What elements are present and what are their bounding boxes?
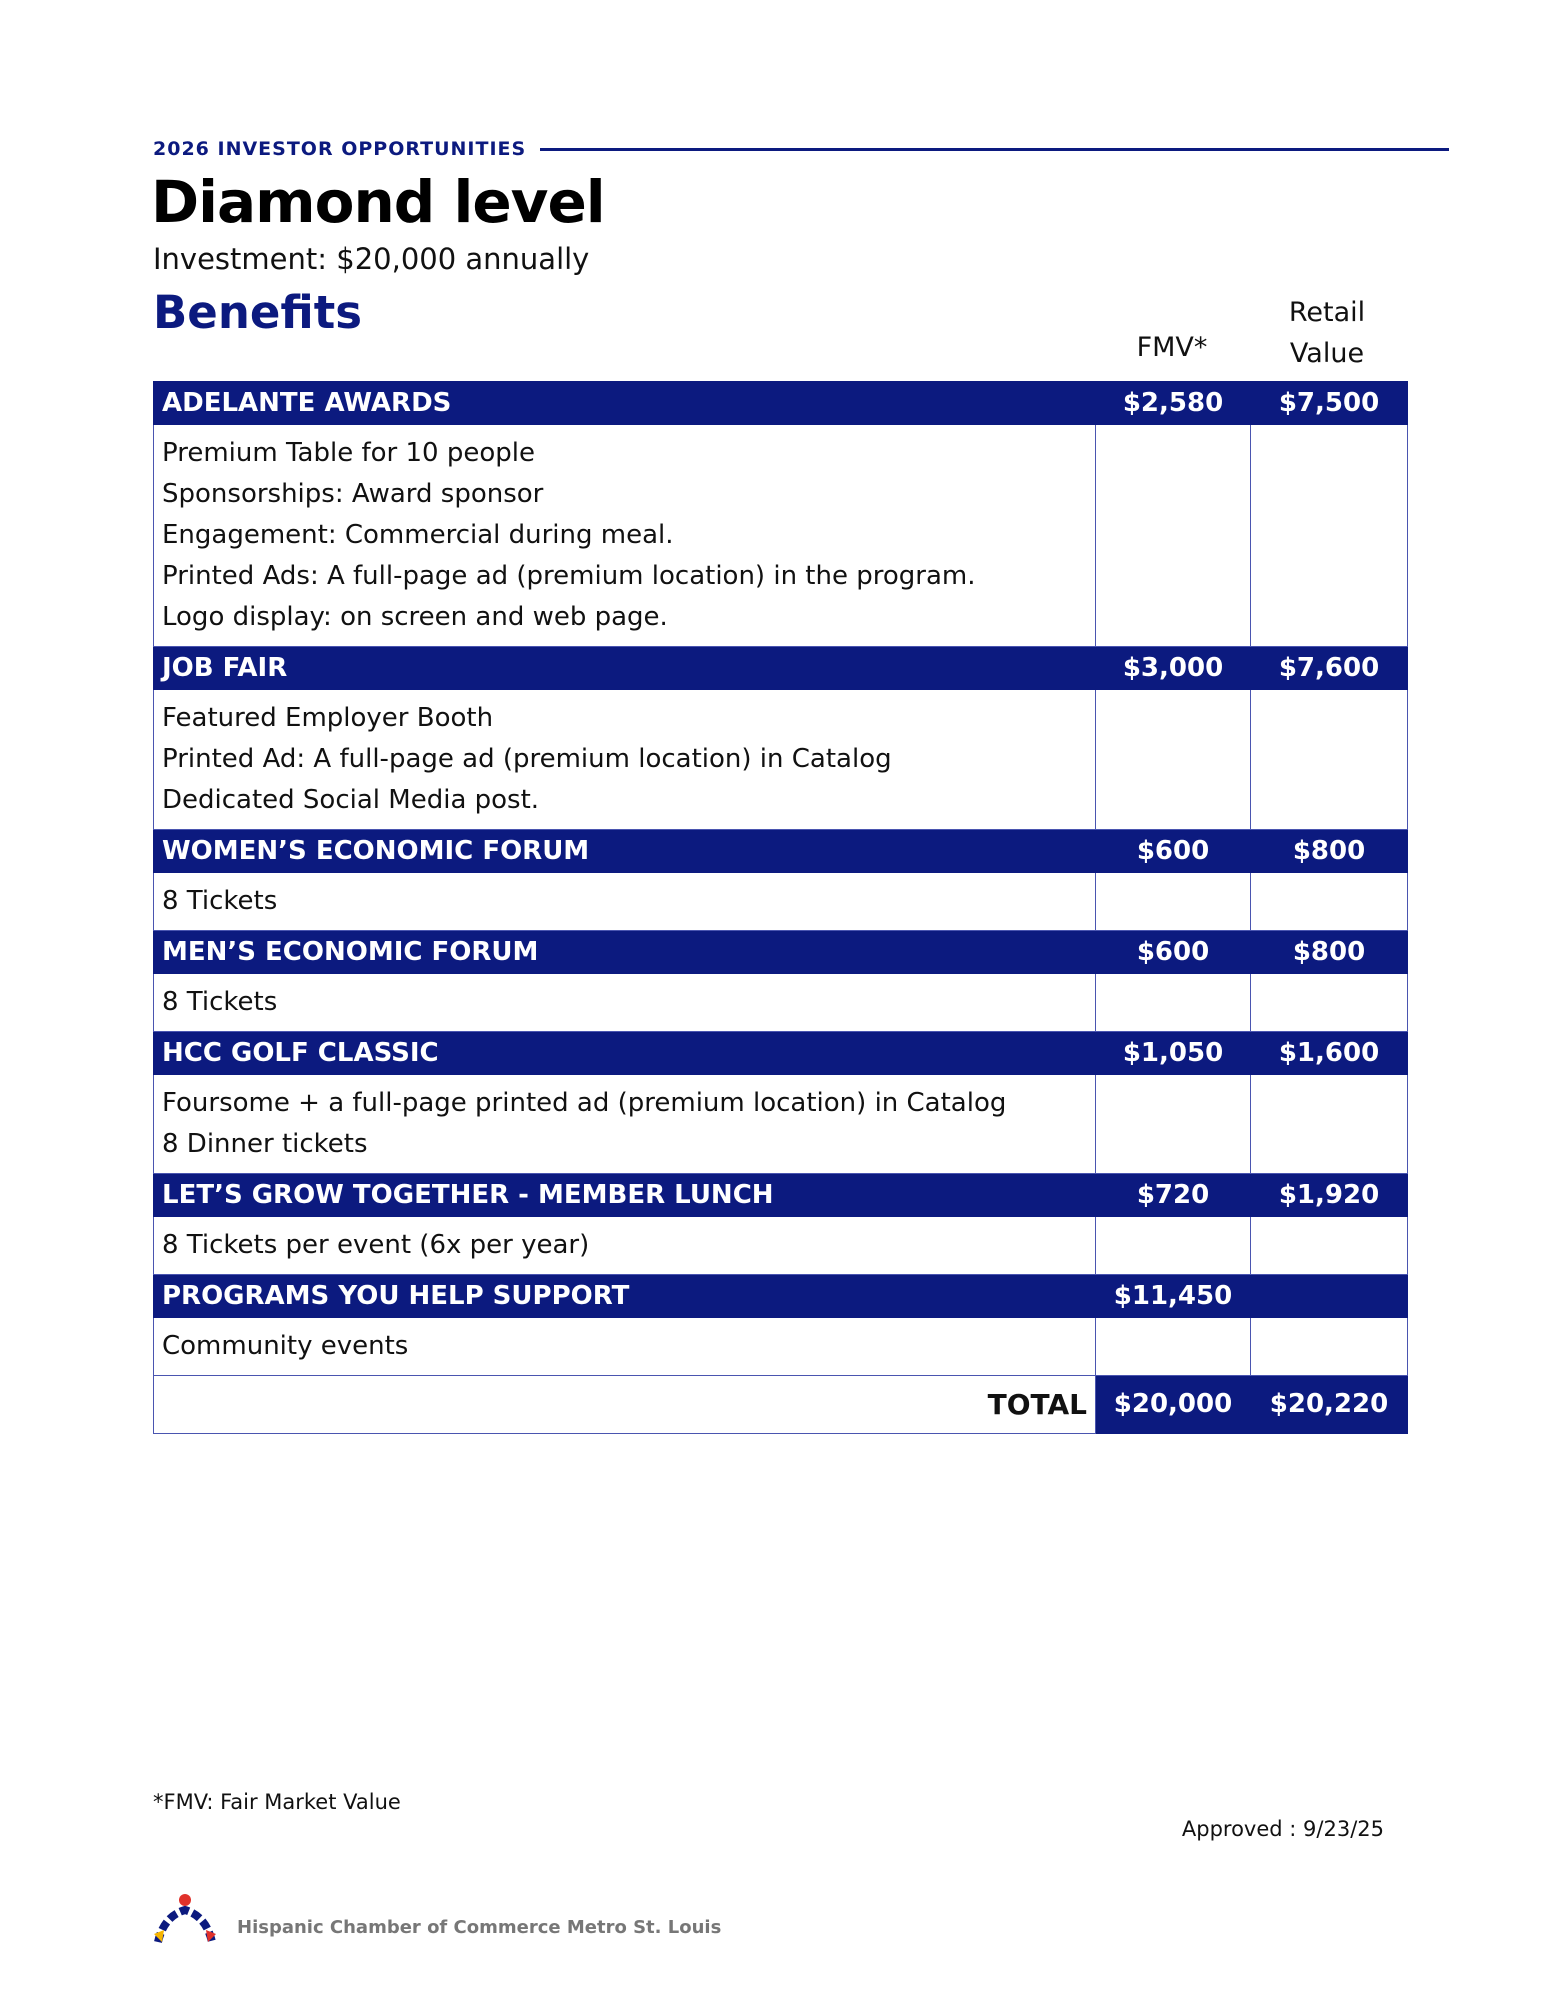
- empty-cell: [1250, 1074, 1408, 1174]
- section-name: LET’S GROW TOGETHER - MEMBER LUNCH: [153, 1173, 1096, 1217]
- item: 8 Tickets: [162, 886, 278, 916]
- section-name: WOMEN’S ECONOMIC FORUM: [153, 829, 1096, 873]
- fmv-value: $2,580: [1095, 381, 1251, 425]
- item: Community events: [162, 1331, 409, 1361]
- logo-arch: [154, 1905, 216, 1944]
- logo-shape: [154, 1930, 164, 1942]
- footer: Hispanic Chamber of Commerce Metro St. L…: [237, 1917, 722, 1938]
- empty-cell: [1095, 1317, 1251, 1376]
- item: Foursome + a full-page printed ad (premi…: [162, 1088, 1007, 1118]
- empty-cell: [1095, 1216, 1251, 1275]
- item: Printed Ad: A full-page ad (premium loca…: [162, 744, 892, 774]
- retail-value: [1250, 1274, 1408, 1318]
- logo-dot: [179, 1894, 191, 1906]
- section-name: ADELANTE AWARDS: [153, 381, 1096, 425]
- item: 8 Tickets per event (6x per year): [162, 1230, 590, 1260]
- investment: Investment: $20,000 annually: [153, 242, 590, 276]
- items-cell: 8 Tickets: [153, 872, 1096, 931]
- item: Sponsorships: Award sponsor: [162, 479, 544, 509]
- items-row: Premium Table for 10 people Sponsorships:…: [153, 424, 1408, 647]
- retail-value: $7,500: [1250, 381, 1408, 425]
- empty-cell: [1250, 1317, 1408, 1376]
- section-row: HCC GOLF CLASSIC $1,050 $1,600: [153, 1031, 1408, 1075]
- total-row: TOTAL $20,000 $20,220: [153, 1375, 1408, 1434]
- empty-cell: [1250, 872, 1408, 931]
- items-row: 8 Tickets: [153, 973, 1408, 1032]
- items-row: Foursome + a full-page printed ad (premi…: [153, 1074, 1408, 1174]
- item: 8 Dinner tickets: [162, 1129, 368, 1159]
- item: Premium Table for 10 people: [162, 438, 535, 468]
- retail-value: $1,600: [1250, 1031, 1408, 1075]
- empty-cell: [1095, 973, 1251, 1032]
- retail-value: $1,920: [1250, 1173, 1408, 1217]
- items-row: Featured Employer Booth Printed Ad: A ful…: [153, 689, 1408, 830]
- empty-cell: [1250, 424, 1408, 647]
- section-row: LET’S GROW TOGETHER - MEMBER LUNCH $720 $1…: [153, 1173, 1408, 1217]
- section-title: Benefits: [153, 286, 363, 339]
- fmv-value: $11,450: [1095, 1274, 1251, 1318]
- item: Engagement: Commercial during meal.: [162, 520, 674, 550]
- empty-cell: [1095, 872, 1251, 931]
- empty-cell: [1250, 973, 1408, 1032]
- section-name: HCC GOLF CLASSIC: [153, 1031, 1096, 1075]
- section-row: PROGRAMS YOU HELP SUPPORT $11,450: [153, 1274, 1408, 1318]
- title: Diamond level: [151, 168, 606, 236]
- fmv-value: $600: [1095, 930, 1251, 974]
- benefits-table: ADELANTE AWARDS $2,580 $7,500 Premium Table…: [153, 381, 1408, 1434]
- section-name: PROGRAMS YOU HELP SUPPORT: [153, 1274, 1096, 1318]
- section-name: JOB FAIR: [153, 646, 1096, 690]
- retail-value: $7,600: [1250, 646, 1408, 690]
- fmv-value: $600: [1095, 829, 1251, 873]
- header-rule: [540, 148, 1449, 151]
- total-retail: $20,220: [1250, 1375, 1408, 1434]
- items-row: 8 Tickets: [153, 872, 1408, 931]
- column-header: FMV*: [1136, 332, 1208, 363]
- section-row: JOB FAIR $3,000 $7,600: [153, 646, 1408, 690]
- empty-cell: [1250, 689, 1408, 830]
- item: Logo display: on screen and web page.: [162, 602, 668, 632]
- retail-value: $800: [1250, 930, 1408, 974]
- empty-cell: [1095, 1074, 1251, 1174]
- logo-shape: [206, 1930, 216, 1942]
- retail-value: $800: [1250, 829, 1408, 873]
- items-row: 8 Tickets per event (6x per year): [153, 1216, 1408, 1275]
- empty-cell: [1095, 689, 1251, 830]
- fmv-value: $1,050: [1095, 1031, 1251, 1075]
- section-row: WOMEN’S ECONOMIC FORUM $600 $800: [153, 829, 1408, 873]
- empty-cell: [1250, 1216, 1408, 1275]
- item: Dedicated Social Media post.: [162, 785, 540, 815]
- section-row: MEN’S ECONOMIC FORUM $600 $800: [153, 930, 1408, 974]
- section-row: ADELANTE AWARDS $2,580 $7,500: [153, 381, 1408, 425]
- approved: Approved : 9/23/25: [1181, 1817, 1384, 1841]
- total-fmv: $20,000: [1095, 1375, 1251, 1434]
- items-cell: 8 Tickets per event (6x per year): [153, 1216, 1096, 1275]
- item: Printed Ads: A full-page ad (premium loc…: [162, 561, 976, 591]
- footnote: *FMV: Fair Market Value: [153, 1790, 401, 1814]
- column-header: Retail Value: [1288, 297, 1366, 369]
- table-body: ADELANTE AWARDS $2,580 $7,500 Premium Table…: [153, 381, 1408, 1434]
- item: 8 Tickets: [162, 987, 278, 1017]
- items-cell: Premium Table for 10 people Sponsorships:…: [153, 424, 1096, 647]
- items-cell: Featured Employer Booth Printed Ad: A ful…: [153, 689, 1096, 830]
- fmv-value: $3,000: [1095, 646, 1251, 690]
- items-cell: 8 Tickets: [153, 973, 1096, 1032]
- fmv-value: $720: [1095, 1173, 1251, 1217]
- eyebrow: 2026 INVESTOR OPPORTUNITIES: [153, 138, 527, 160]
- item: Featured Employer Booth: [162, 703, 494, 733]
- items-row: Community events: [153, 1317, 1408, 1376]
- items-cell: Foursome + a full-page printed ad (premi…: [153, 1074, 1096, 1174]
- total-label: TOTAL: [153, 1375, 1096, 1434]
- empty-cell: [1095, 424, 1251, 647]
- logo: [154, 1894, 216, 1944]
- section-name: MEN’S ECONOMIC FORUM: [153, 930, 1096, 974]
- items-cell: Community events: [153, 1317, 1096, 1376]
